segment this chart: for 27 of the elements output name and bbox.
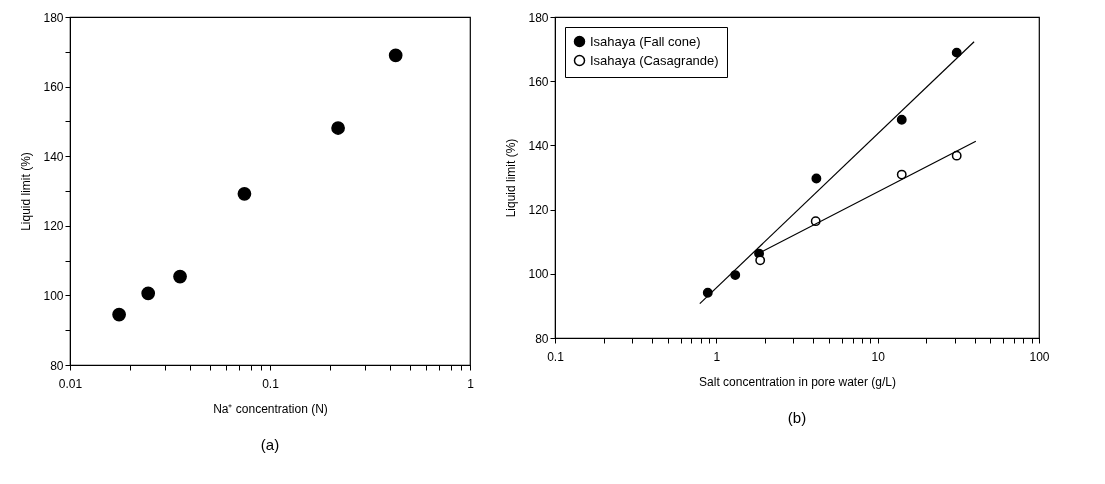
y-tick-label: 100 <box>43 288 64 303</box>
x-tick-label: 0.1 <box>547 349 565 364</box>
x-axis-title: Salt concentration in pore water (g/L) <box>699 374 896 389</box>
y-tick-label: 180 <box>528 10 549 25</box>
legend-label: Isahaya (Casagrande) <box>590 52 719 68</box>
y-tick-label: 180 <box>43 10 64 25</box>
y-axis-title: Liquid limit (%) <box>504 138 519 218</box>
x-tick-label: 0.01 <box>58 376 83 391</box>
x-tick-label: 10 <box>871 349 886 364</box>
y-tick-label: 160 <box>528 74 549 89</box>
y-tick-label: 140 <box>528 138 549 153</box>
y-tick-label: 120 <box>43 219 64 234</box>
y-tick-label: 120 <box>528 203 549 218</box>
y-axis-title: Liquid limit (%) <box>19 152 34 231</box>
text: (a) <box>260 436 280 453</box>
x-tick-label: 0.1 <box>262 376 280 391</box>
x-tick-label: 1 <box>467 376 475 391</box>
text: (b) <box>787 409 807 426</box>
y-tick-label: 80 <box>535 331 549 346</box>
x-axis-title: Na⁺ concentration (N) <box>213 401 328 416</box>
x-tick-label: 1 <box>713 349 721 364</box>
legend-label: Isahaya (Fall cone) <box>590 33 701 49</box>
y-tick-label: 80 <box>50 358 64 373</box>
y-tick-label: 100 <box>528 267 549 282</box>
y-tick-label: 160 <box>43 80 64 95</box>
y-tick-label: 140 <box>43 149 64 164</box>
x-tick-label: 100 <box>1029 349 1050 364</box>
